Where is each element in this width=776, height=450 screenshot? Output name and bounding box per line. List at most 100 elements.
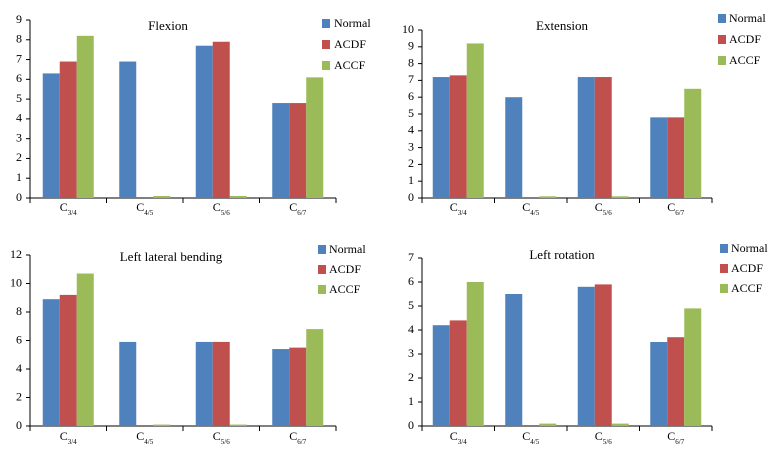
legend-swatch-normal (720, 244, 728, 253)
y-tick-label: 5 (408, 298, 414, 312)
bar-acdf-6-7 (289, 347, 307, 426)
bar-accf-3-4 (466, 282, 484, 426)
bar-normal-3-4 (432, 77, 450, 198)
y-tick-label: 0 (16, 418, 22, 432)
legend-swatch-normal (318, 245, 326, 254)
y-tick-label: 0 (408, 418, 414, 432)
bar-accf-6-7 (306, 329, 324, 426)
y-tick-label: 6 (16, 71, 22, 85)
bar-normal-4-5 (505, 97, 523, 198)
x-tick-label: C4/5 (136, 200, 153, 217)
legend-label-normal: Normal (334, 16, 371, 30)
legend-swatch-acdf (318, 265, 326, 274)
chart-panel-2: Extension 0 1 2 3 4 5 6 7 8 9 10 C3/4 C4/5 C5/6 C6/7 Nor… (402, 11, 766, 217)
legend-label-normal: Normal (731, 241, 768, 255)
x-tick-label: C6/7 (667, 429, 684, 446)
legend-swatch-acdf (720, 264, 728, 273)
bar-acdf-6-7 (667, 337, 685, 426)
x-tick-label: C3/4 (60, 200, 77, 217)
x-tick-label: C4/5 (136, 429, 153, 446)
legend-label-accf: ACCF (731, 281, 763, 295)
bar-normal-4-5 (505, 294, 523, 426)
bar-accf-3-4 (76, 35, 94, 199)
y-tick-label: 0 (16, 190, 22, 204)
chart-panel-4: Left rotation 0 1 2 3 4 5 6 7 C3/4 C4/5 C5/6 C6/7 Nor… (408, 241, 768, 446)
y-tick-label: 2 (408, 370, 414, 384)
y-tick-label: 8 (16, 32, 22, 46)
legend-swatch-accf (322, 61, 330, 70)
chart-title: Left lateral bending (120, 249, 223, 264)
y-tick-label: 5 (16, 91, 22, 105)
y-tick-label: 6 (408, 274, 414, 288)
legend-label-acdf: ACDF (729, 32, 761, 46)
y-tick-label: 0 (408, 190, 414, 204)
bar-accf-4-5 (153, 196, 171, 198)
chart-title: Flexion (148, 18, 188, 33)
chart-title: Extension (536, 18, 588, 33)
bar-acdf-3-4 (59, 61, 77, 199)
legend-label-accf: ACCF (334, 58, 366, 72)
bar-normal-4-5 (119, 341, 137, 426)
bar-accf-6-7 (684, 88, 702, 198)
bar-normal-3-4 (42, 299, 60, 426)
x-tick-label: C5/6 (595, 429, 612, 446)
y-tick-label: 8 (408, 55, 414, 69)
bar-acdf-6-7 (289, 103, 307, 198)
x-tick-label: C6/7 (667, 200, 684, 217)
y-tick-label: 1 (408, 394, 414, 408)
x-tick-label: C6/7 (289, 429, 306, 446)
y-tick-label: 3 (16, 130, 22, 144)
legend-label-acdf: ACDF (329, 262, 361, 276)
bar-accf-5-6 (229, 196, 247, 198)
y-tick-label: 4 (16, 361, 22, 375)
bar-accf-5-6 (611, 196, 629, 198)
y-tick-label: 4 (16, 111, 22, 125)
legend-label-normal: Normal (329, 242, 366, 256)
y-tick-label: 10 (10, 275, 22, 289)
legend-swatch-acdf (322, 40, 330, 49)
bar-normal-4-5 (119, 61, 137, 199)
legend-swatch-accf (718, 56, 726, 65)
y-tick-label: 7 (16, 51, 22, 65)
x-tick-label: C3/4 (450, 429, 467, 446)
y-tick-label: 1 (408, 173, 414, 187)
x-tick-label: C6/7 (289, 200, 306, 217)
bar-normal-3-4 (432, 325, 450, 426)
chart-title: Left rotation (529, 247, 595, 262)
bar-acdf-3-4 (59, 294, 77, 426)
bar-accf-3-4 (76, 273, 94, 426)
chart-panel-1: Flexion 0 1 2 3 4 5 6 7 8 9 C3/4 C4/5 C5/6 C6/7 Normal A… (16, 12, 371, 217)
chart-panel-3: Left lateral bending 0 2 4 6 8 10 12 C3/4 C4/5 C5/… (10, 242, 366, 446)
bar-accf-3-4 (466, 43, 484, 198)
bar-accf-6-7 (306, 77, 324, 198)
bar-accf-5-6 (611, 423, 629, 426)
bar-normal-6-7 (650, 342, 668, 426)
y-tick-label: 2 (16, 150, 22, 164)
bar-accf-4-5 (539, 423, 557, 426)
legend-label-accf: ACCF (729, 53, 761, 67)
y-tick-label: 2 (408, 156, 414, 170)
bar-normal-5-6 (577, 77, 595, 198)
legend-label-acdf: ACDF (334, 37, 366, 51)
legend-swatch-normal (718, 14, 726, 23)
x-tick-label: C5/6 (213, 200, 230, 217)
bar-normal-5-6 (577, 286, 595, 426)
y-tick-label: 12 (10, 247, 22, 261)
y-tick-label: 10 (402, 22, 414, 36)
legend-swatch-accf (720, 284, 728, 293)
legend-swatch-normal (322, 19, 330, 28)
y-tick-label: 3 (408, 346, 414, 360)
bar-normal-6-7 (650, 117, 668, 198)
x-tick-label: C4/5 (522, 200, 539, 217)
legend-swatch-accf (318, 285, 326, 294)
y-tick-label: 6 (408, 89, 414, 103)
y-tick-label: 3 (408, 139, 414, 153)
bar-acdf-6-7 (667, 117, 685, 198)
bar-acdf-5-6 (212, 341, 230, 426)
x-tick-label: C4/5 (522, 429, 539, 446)
bar-accf-4-5 (153, 424, 171, 426)
legend-swatch-acdf (718, 35, 726, 44)
bar-normal-3-4 (42, 73, 60, 198)
x-tick-label: C5/6 (213, 429, 230, 446)
x-tick-label: C5/6 (595, 200, 612, 217)
